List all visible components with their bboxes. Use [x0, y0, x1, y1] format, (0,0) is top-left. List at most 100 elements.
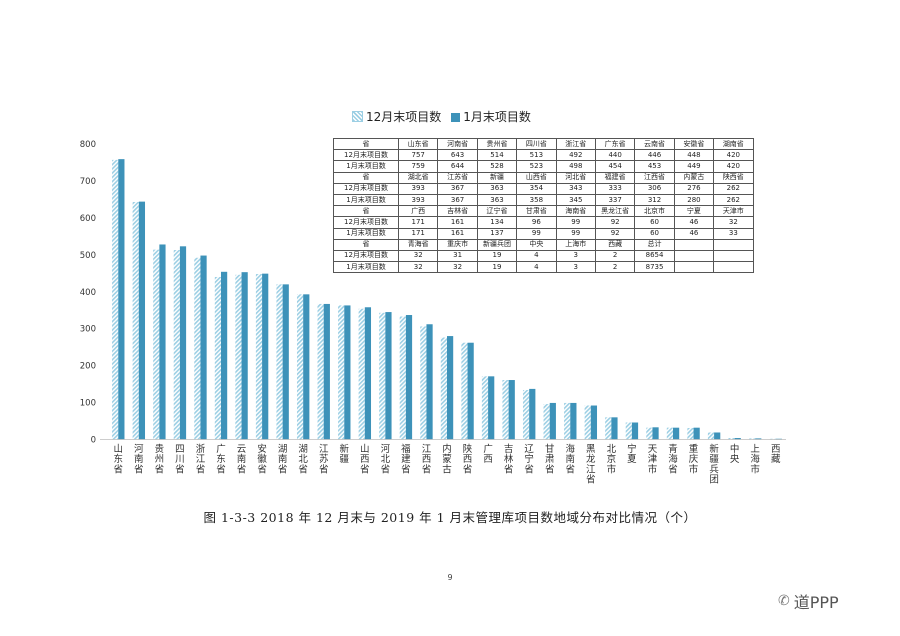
y-axis: 0 100 200 300 400 500 600 700 800	[80, 140, 96, 446]
table-cell: 宁夏	[673, 205, 715, 218]
table-cell: 262	[713, 182, 754, 195]
table-cell: 161	[437, 216, 478, 229]
table-cell	[713, 261, 754, 274]
legend-swatch-dec	[352, 111, 363, 122]
y-tick-label: 600	[80, 214, 96, 224]
x-tick-label: 河北省	[381, 443, 391, 475]
table-cell: 青海省	[397, 238, 439, 251]
bar-dec	[646, 427, 653, 440]
table-cell: 513	[516, 149, 557, 162]
table-cell: 广西	[397, 205, 439, 218]
table-cell: 江苏省	[437, 171, 478, 184]
table-cell: 276	[673, 182, 715, 195]
table-cell: 33	[713, 227, 754, 240]
table-cell: 449	[673, 160, 715, 173]
table-cell: 134	[476, 216, 518, 229]
x-tick-label: 广西	[483, 443, 493, 465]
table-cell	[673, 249, 715, 263]
bar-dec	[276, 284, 283, 440]
table-cell: 天津市	[713, 205, 754, 218]
table-cell: 96	[516, 216, 557, 229]
bar-dec	[399, 316, 406, 440]
bar-dec	[605, 417, 612, 440]
x-tick-label: 西藏	[771, 444, 781, 465]
bar-dec	[132, 201, 139, 440]
bar-dec	[153, 249, 160, 440]
x-tick-label: 黑龙江省	[586, 444, 596, 486]
table-cell: 354	[516, 182, 557, 195]
y-tick-label: 500	[80, 251, 96, 261]
x-tick-label: 宁夏	[627, 443, 637, 465]
y-tick-label: 0	[91, 436, 96, 446]
bar-jan	[138, 201, 146, 440]
table-cell: 江西省	[634, 171, 675, 184]
table-cell: 60	[634, 216, 675, 229]
table-cell: 757	[397, 149, 439, 162]
table-cell: 中央	[516, 238, 557, 251]
bar-dec	[748, 438, 756, 440]
table-row: 1月末项目数 393 367 363 358 345 337 312 280 262	[333, 193, 754, 207]
table-row-header: 12月末项目数	[333, 249, 399, 263]
table-cell	[713, 238, 754, 251]
x-tick-label: 浙江省	[196, 443, 206, 475]
bar-jan	[118, 159, 125, 440]
table-cell: 山西省	[516, 171, 557, 184]
table-cell: 北京市	[634, 205, 675, 218]
bar-dec	[687, 428, 694, 440]
x-tick-label: 青海省	[668, 443, 678, 475]
x-tick-label: 湖北省	[298, 444, 308, 475]
table-row-header: 1月末项目数	[333, 261, 399, 274]
data-table-grid: 省山东省 河南省 贵州省 四川省 浙江省 广东省 云南省 安徽省 湖南省 12月末项目数 757 64…	[333, 137, 754, 274]
table-cell: 吉林省	[437, 205, 478, 218]
bars-group	[112, 159, 782, 440]
legend-label-dec: 12月末项目数	[366, 110, 442, 124]
bar-jan	[344, 305, 351, 440]
x-tick-label: 内蒙古	[442, 443, 452, 475]
bar-dec	[255, 274, 263, 440]
bar-jan	[364, 307, 372, 440]
table-cell: 363	[476, 182, 518, 195]
bar-jan	[426, 324, 433, 440]
table-row-header: 省	[333, 238, 399, 251]
table-cell: 440	[594, 149, 636, 162]
table-cell: 363	[476, 193, 518, 207]
x-tick-label: 中央	[730, 443, 740, 465]
table-cell: 海南省	[555, 205, 596, 218]
table-cell: 358	[516, 193, 557, 207]
table-cell: 333	[594, 182, 636, 195]
table-cell: 32	[397, 249, 439, 263]
table-cell: 99	[555, 216, 596, 229]
table-cell: 4	[516, 261, 557, 274]
table-cell: 343	[555, 182, 596, 195]
table-row: 12月末项目数 393 367 363 354 343 333 306 276 262	[333, 182, 754, 195]
bar-dec	[502, 380, 509, 440]
watermark: ✆ 道PPP	[778, 589, 839, 613]
table-cell: 420	[713, 149, 754, 162]
x-tick-label: 安徽省	[257, 443, 267, 475]
bar-dec	[317, 303, 324, 440]
table-row-header: 省	[333, 205, 399, 218]
bar-dec	[543, 404, 550, 440]
table-cell: 河南省	[437, 137, 478, 151]
x-tick-label: 湖南省	[278, 444, 288, 475]
table-row-header: 1月末项目数	[333, 160, 399, 173]
table-cell: 171	[397, 227, 439, 240]
x-tick-label: 山东省	[114, 444, 124, 475]
table-row: 12月末项目数 171 161 134 96 99 92 60 46 32	[333, 216, 754, 229]
bar-dec	[338, 305, 345, 440]
y-tick-label: 200	[80, 362, 96, 372]
table-cell: 367	[437, 182, 478, 195]
bar-jan	[693, 427, 700, 440]
page-number: 9	[447, 573, 453, 582]
table-cell: 辽宁省	[476, 205, 518, 218]
bar-jan	[467, 342, 474, 440]
table-cell: 454	[594, 160, 636, 173]
table-cell: 山东省	[397, 137, 439, 151]
bar-jan	[714, 432, 721, 440]
table-cell: 137	[476, 227, 518, 240]
y-tick-label: 800	[80, 140, 96, 150]
table-cell: 西藏	[594, 238, 636, 251]
bar-jan	[755, 438, 762, 440]
table-cell: 306	[634, 182, 675, 195]
